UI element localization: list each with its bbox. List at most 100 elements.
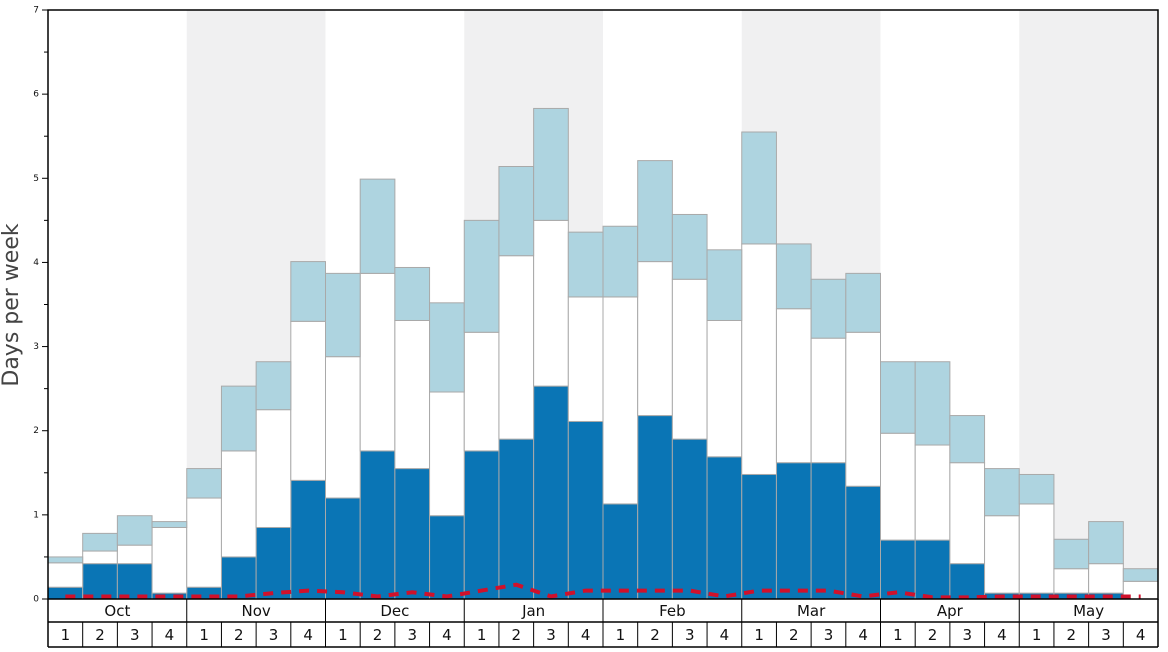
bar-segment	[775, 308, 812, 464]
bar-segment	[810, 278, 847, 339]
y-tick-label: 1	[33, 510, 39, 520]
bar-segment	[429, 302, 465, 393]
bar-segment	[498, 166, 535, 257]
bar-segment	[845, 331, 881, 487]
bar-segment	[671, 278, 708, 440]
x-tick-label: 1	[199, 626, 209, 644]
bar-segment	[775, 243, 812, 310]
x-tick-label: 2	[650, 626, 660, 644]
x-tick-label: 1	[616, 626, 626, 644]
month-label: Nov	[241, 602, 270, 620]
y-tick-label: 5	[33, 174, 39, 184]
x-tick-label: 1	[893, 626, 903, 644]
bar-segment	[567, 231, 604, 298]
x-tick-label: 4	[581, 626, 591, 644]
bar-segment	[602, 296, 639, 505]
x-tick-label: 2	[234, 626, 244, 644]
y-tick-label: 0	[33, 595, 39, 605]
bar-segment	[1018, 503, 1055, 594]
x-tick-label: 3	[546, 626, 556, 644]
bar-segment	[116, 515, 153, 546]
y-tick-label: 7	[33, 6, 39, 16]
bar-segment	[533, 219, 569, 387]
bar-segment	[47, 556, 84, 564]
bar-segment	[220, 450, 257, 558]
month-label: Feb	[659, 602, 686, 620]
x-tick-label: 1	[61, 626, 71, 644]
x-tick-label: 3	[824, 626, 834, 644]
bar-segment	[1122, 568, 1159, 582]
bar-segment	[325, 272, 361, 358]
month-label: Apr	[937, 602, 964, 620]
bar-segment	[394, 468, 431, 600]
bar-segment	[1053, 538, 1090, 570]
bar-segment	[116, 544, 153, 565]
bar-segment	[82, 550, 118, 565]
y-tick-label: 6	[33, 90, 39, 100]
bar-segment	[984, 468, 1020, 517]
bar-segment	[741, 243, 777, 475]
bar-segment	[1088, 521, 1124, 565]
x-tick-label: 2	[789, 626, 799, 644]
bar-segment	[706, 456, 743, 600]
bar-segment	[602, 225, 639, 298]
bar-segment	[637, 261, 673, 417]
month-label: Oct	[104, 602, 130, 620]
bar-segment	[359, 178, 396, 274]
bar-segment	[845, 485, 881, 600]
bar-segment	[533, 385, 569, 600]
bar-segment	[325, 497, 361, 600]
bar-segment	[255, 526, 292, 600]
x-tick-label: 4	[303, 626, 313, 644]
bar-segment	[359, 272, 396, 452]
bar-segment	[82, 532, 118, 552]
bar-segment	[949, 563, 986, 600]
bar-segment	[463, 450, 500, 600]
bar-segment	[463, 331, 500, 452]
bar-segment	[949, 462, 986, 565]
bar-segment	[533, 107, 569, 221]
bar-segment	[186, 497, 222, 588]
x-tick-label: 4	[165, 626, 175, 644]
bar-segment	[82, 563, 118, 600]
bar-segment	[394, 266, 431, 321]
bar-segment	[914, 539, 951, 600]
bar-segment	[255, 361, 292, 411]
bar-segment	[290, 479, 326, 600]
bar-segment	[429, 515, 465, 600]
bar-segment	[116, 563, 153, 600]
bar-segment	[637, 415, 673, 600]
month-label: Dec	[380, 602, 409, 620]
x-tick-label: 4	[442, 626, 452, 644]
bar-segment	[810, 462, 847, 600]
y-tick-label: 2	[33, 426, 39, 436]
x-tick-label: 3	[130, 626, 140, 644]
bar-segment	[741, 473, 777, 600]
bar-segment	[880, 432, 916, 541]
bar-segment	[706, 319, 743, 458]
bar-segment	[1088, 563, 1124, 594]
bar-segment	[637, 160, 673, 263]
bar-segment	[741, 131, 777, 245]
x-tick-label: 3	[407, 626, 417, 644]
x-tick-label: 1	[477, 626, 487, 644]
bar-segment	[394, 319, 431, 470]
bar-segment	[602, 503, 639, 600]
month-label: Mar	[797, 602, 826, 620]
bar-segment	[151, 526, 188, 594]
bar-segment	[880, 361, 916, 434]
bar-segment	[429, 391, 465, 517]
bar-segment	[359, 450, 396, 600]
x-tick-label: 2	[512, 626, 522, 644]
bar-segment	[290, 320, 326, 481]
bar-segment	[671, 213, 708, 280]
bar-segment	[498, 255, 535, 440]
month-label: May	[1073, 602, 1104, 620]
bar-segment	[567, 420, 604, 600]
x-tick-label: 4	[997, 626, 1007, 644]
bar-segment	[220, 385, 257, 452]
x-tick-label: 1	[754, 626, 764, 644]
x-tick-label: 2	[1067, 626, 1077, 644]
bar-segment	[775, 462, 812, 600]
x-tick-label: 2	[373, 626, 383, 644]
